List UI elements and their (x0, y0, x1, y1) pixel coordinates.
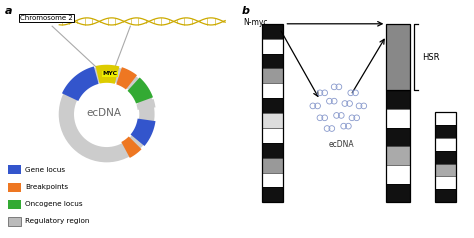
Bar (262, 24, 283, 202)
Bar (262, 83, 283, 98)
Text: N-myc: N-myc (243, 18, 267, 27)
Bar (436, 138, 456, 151)
Bar (436, 176, 456, 189)
Text: HSR: HSR (422, 53, 439, 62)
Bar (262, 173, 283, 188)
Bar (8, 183, 21, 192)
Bar (262, 69, 283, 83)
Bar (262, 188, 283, 202)
Text: MYC: MYC (103, 71, 118, 76)
Bar (8, 165, 21, 174)
Bar (8, 200, 21, 209)
Text: Oncogene locus: Oncogene locus (25, 201, 83, 207)
Text: Chromosome 2: Chromosome 2 (20, 15, 73, 21)
Bar (386, 165, 410, 184)
Bar (386, 146, 410, 165)
Bar (436, 189, 456, 202)
Bar (386, 24, 410, 90)
Bar (262, 143, 283, 158)
Bar (262, 39, 283, 54)
Bar (262, 158, 283, 173)
Bar (262, 54, 283, 69)
Bar (436, 164, 456, 176)
Bar (262, 98, 283, 113)
Text: ecDNA: ecDNA (328, 140, 354, 149)
Text: ecDNA: ecDNA (87, 108, 122, 118)
Bar (436, 125, 456, 138)
Text: a: a (5, 6, 12, 16)
Bar (262, 113, 283, 128)
Bar (386, 109, 410, 128)
Bar (436, 151, 456, 164)
Bar (386, 90, 410, 109)
Text: Gene locus: Gene locus (25, 167, 65, 173)
Bar (386, 90, 410, 202)
Text: Breakpoints: Breakpoints (25, 184, 68, 190)
Text: Regulatory region: Regulatory region (25, 218, 90, 224)
Text: b: b (242, 6, 250, 16)
Bar (386, 128, 410, 146)
Bar (262, 128, 283, 143)
Bar (262, 24, 283, 39)
Bar (436, 112, 456, 202)
Bar (386, 184, 410, 202)
Bar (8, 217, 21, 226)
Bar (436, 112, 456, 125)
